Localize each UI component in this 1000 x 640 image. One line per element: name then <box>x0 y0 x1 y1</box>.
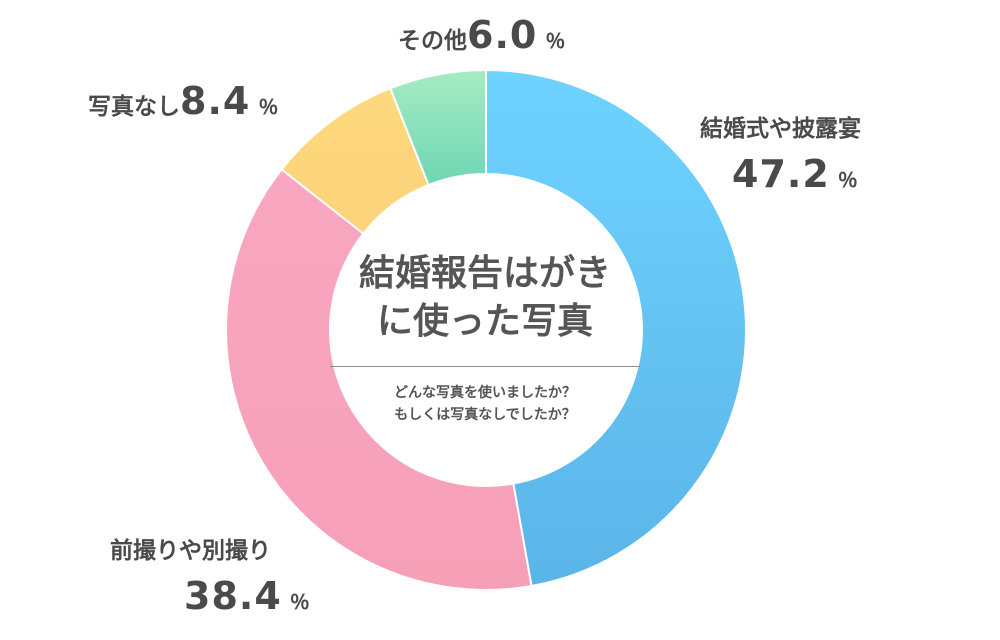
slice-name-nophoto: 写真なし <box>88 94 180 120</box>
slice-label-other: その他6.0 ％ <box>398 16 565 54</box>
slice-value-wedding: 47.2 <box>732 152 830 196</box>
chart-subtitle-line-2: もしくは写真なしでしたか？ <box>394 407 576 423</box>
slice-unit-wedding: ％ <box>837 168 858 192</box>
chart-title: 結婚報告はがき に使った写真 <box>340 250 630 346</box>
slice-other <box>388 68 487 187</box>
slice-value-nophoto: 8.4 <box>180 79 251 123</box>
slice-label-wedding: 結婚式や披露宴 47.2 ％ <box>700 116 861 196</box>
chart-title-line-1: 結婚報告はがき <box>358 253 611 294</box>
slice-name-other: その他 <box>398 28 467 54</box>
chart-title-line-2: に使った写真 <box>376 301 593 342</box>
slice-unit-nophoto: ％ <box>258 95 279 119</box>
chart-subtitle: どんな写真を使いましたか？ もしくは写真なしでしたか？ <box>340 382 630 426</box>
slice-unit-prephoto: ％ <box>289 590 310 614</box>
slice-label-nophoto: 写真なし8.4 ％ <box>88 82 278 120</box>
slice-value-prephoto: 38.4 <box>184 574 282 618</box>
slice-value-other: 6.0 <box>467 13 538 57</box>
slice-unit-other: ％ <box>545 29 566 53</box>
title-divider <box>330 366 640 367</box>
slice-name-prephoto: 前撮りや別撮り <box>110 538 271 564</box>
chart-subtitle-line-1: どんな写真を使いましたか？ <box>394 385 576 401</box>
slice-name-wedding: 結婚式や披露宴 <box>700 116 861 142</box>
slice-label-prephoto: 前撮りや別撮り 38.4 ％ <box>110 538 310 618</box>
slice-wedding <box>485 68 747 588</box>
slice-prephoto <box>225 167 533 591</box>
